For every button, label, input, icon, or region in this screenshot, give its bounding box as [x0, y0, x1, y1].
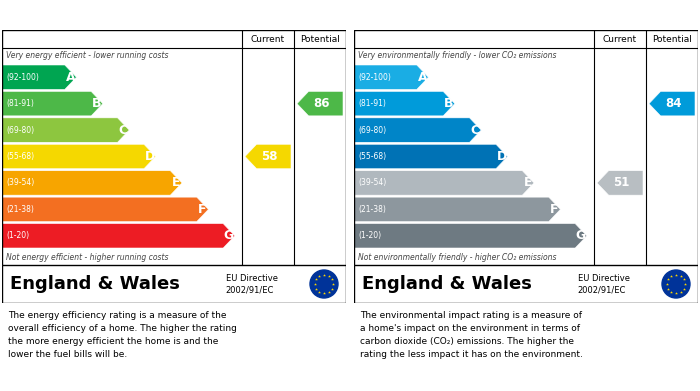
Text: 51: 51	[614, 176, 630, 189]
Polygon shape	[597, 171, 643, 195]
Text: C: C	[119, 124, 128, 136]
Polygon shape	[2, 224, 234, 248]
Polygon shape	[2, 197, 209, 222]
Text: (92-100): (92-100)	[6, 73, 39, 82]
Polygon shape	[354, 171, 534, 195]
Polygon shape	[649, 91, 695, 116]
Polygon shape	[2, 118, 130, 142]
Text: England & Wales: England & Wales	[362, 275, 532, 293]
Text: The environmental impact rating is a measure of
a home's impact on the environme: The environmental impact rating is a mea…	[360, 311, 583, 359]
Text: Very environmentally friendly - lower CO₂ emissions: Very environmentally friendly - lower CO…	[358, 52, 556, 61]
Text: Potential: Potential	[300, 34, 340, 43]
Text: (55-68): (55-68)	[6, 152, 34, 161]
Text: D: D	[145, 150, 155, 163]
Polygon shape	[2, 91, 103, 116]
Text: G: G	[224, 229, 234, 242]
Text: (55-68): (55-68)	[358, 152, 386, 161]
Text: (21-38): (21-38)	[6, 205, 34, 214]
Text: E: E	[172, 176, 181, 189]
Text: (39-54): (39-54)	[358, 178, 386, 187]
Text: F: F	[550, 203, 559, 216]
Text: B: B	[92, 97, 102, 110]
Text: Energy Efficiency Rating: Energy Efficiency Rating	[10, 9, 182, 22]
Text: 58: 58	[262, 150, 278, 163]
Text: EU Directive
2002/91/EC: EU Directive 2002/91/EC	[578, 274, 629, 294]
Polygon shape	[354, 224, 587, 248]
Polygon shape	[354, 65, 428, 90]
Text: E: E	[524, 176, 533, 189]
Text: Potential: Potential	[652, 34, 692, 43]
Text: (81-91): (81-91)	[6, 99, 34, 108]
Text: (39-54): (39-54)	[6, 178, 34, 187]
Polygon shape	[354, 91, 455, 116]
Text: Current: Current	[603, 34, 637, 43]
Text: D: D	[497, 150, 507, 163]
Text: C: C	[471, 124, 480, 136]
Text: B: B	[444, 97, 454, 110]
Text: (69-80): (69-80)	[358, 126, 386, 135]
Text: 86: 86	[314, 97, 330, 110]
Text: A: A	[66, 71, 76, 84]
Text: (81-91): (81-91)	[358, 99, 386, 108]
Text: Current: Current	[251, 34, 285, 43]
Text: England & Wales: England & Wales	[10, 275, 180, 293]
Circle shape	[310, 270, 338, 298]
Text: G: G	[576, 229, 586, 242]
Polygon shape	[245, 144, 291, 169]
Text: Not energy efficient - higher running costs: Not energy efficient - higher running co…	[6, 253, 169, 262]
Polygon shape	[354, 118, 481, 142]
Text: (21-38): (21-38)	[358, 205, 386, 214]
Polygon shape	[354, 144, 508, 169]
Circle shape	[662, 270, 690, 298]
Text: Not environmentally friendly - higher CO₂ emissions: Not environmentally friendly - higher CO…	[358, 253, 556, 262]
Text: The energy efficiency rating is a measure of the
overall efficiency of a home. T: The energy efficiency rating is a measur…	[8, 311, 237, 359]
Text: A: A	[418, 71, 428, 84]
Text: (1-20): (1-20)	[358, 231, 381, 240]
Text: EU Directive
2002/91/EC: EU Directive 2002/91/EC	[225, 274, 278, 294]
Polygon shape	[2, 144, 155, 169]
Text: F: F	[198, 203, 206, 216]
Polygon shape	[354, 197, 561, 222]
Text: Very energy efficient - lower running costs: Very energy efficient - lower running co…	[6, 52, 169, 61]
Polygon shape	[2, 171, 182, 195]
Polygon shape	[297, 91, 343, 116]
Text: Environmental Impact (CO₂) Rating: Environmental Impact (CO₂) Rating	[363, 9, 608, 22]
Text: (92-100): (92-100)	[358, 73, 391, 82]
Text: 84: 84	[666, 97, 682, 110]
Polygon shape	[2, 65, 76, 90]
Text: (1-20): (1-20)	[6, 231, 29, 240]
Text: (69-80): (69-80)	[6, 126, 34, 135]
